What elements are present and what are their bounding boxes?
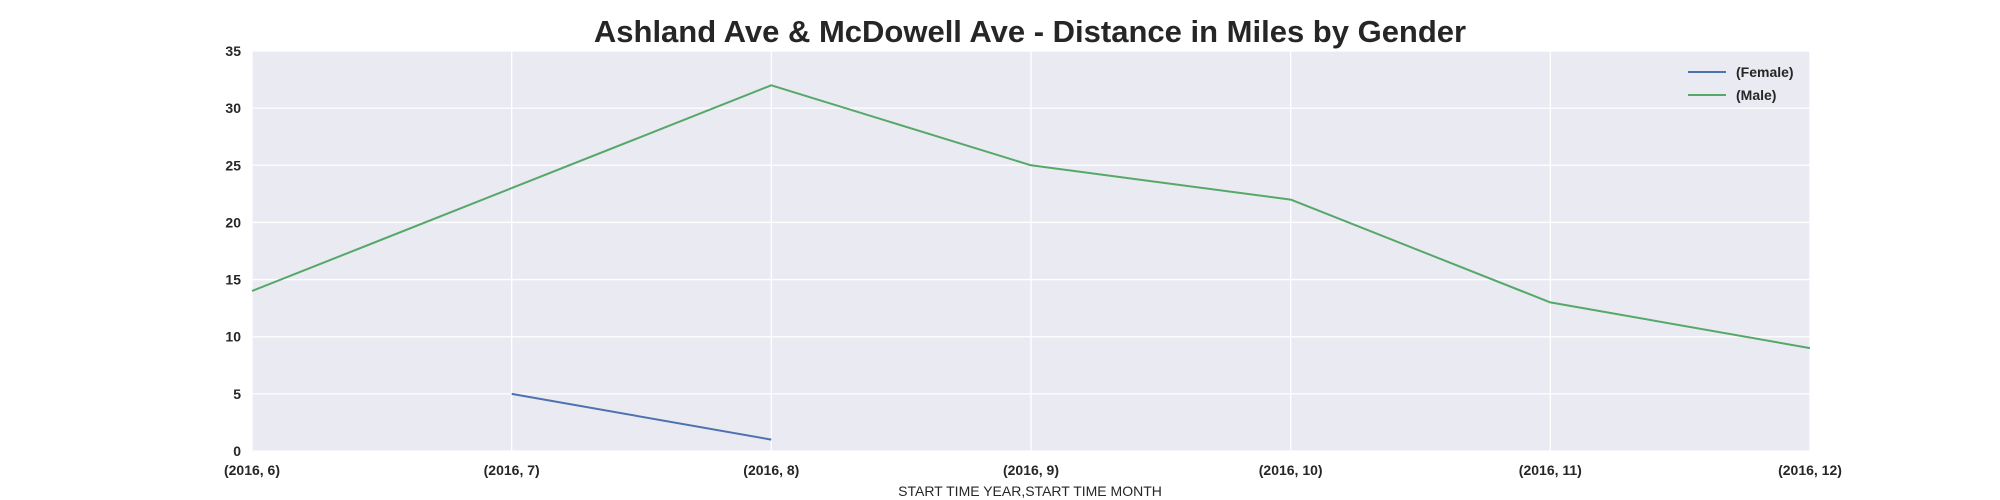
x-tick-label: (2016, 10)	[1259, 462, 1323, 478]
y-tick-label: 20	[225, 214, 241, 230]
legend-label-female: (Female)	[1736, 64, 1794, 80]
y-tick-label: 0	[233, 443, 241, 459]
y-axis: 0 5 10 15 20 25 30 35	[225, 43, 241, 459]
x-tick-label: (2016, 9)	[1003, 462, 1059, 478]
x-tick-label: (2016, 12)	[1778, 462, 1842, 478]
x-tick-label: (2016, 8)	[743, 462, 799, 478]
y-tick-label: 35	[225, 43, 241, 59]
series-line-male	[251, 84, 1811, 350]
series-lines	[251, 84, 1811, 441]
y-tick-label: 15	[225, 272, 241, 288]
gridlines	[251, 50, 1811, 452]
x-axis-label: START TIME YEAR,START TIME MONTH	[898, 483, 1162, 499]
y-tick-label: 10	[225, 329, 241, 345]
chart-title: Ashland Ave & McDowell Ave - Distance in…	[594, 14, 1466, 49]
y-tick-label: 25	[225, 157, 241, 173]
x-tick-label: (2016, 11)	[1519, 462, 1582, 478]
y-tick-label: 30	[225, 100, 241, 116]
x-axis: (2016, 6) (2016, 7) (2016, 8) (2016, 9) (201…	[224, 462, 1842, 478]
legend: (Female) (Male)	[1688, 64, 1794, 103]
y-tick-label: 5	[233, 386, 241, 402]
series-line-female	[511, 392, 772, 441]
x-tick-label: (2016, 6)	[224, 462, 280, 478]
x-tick-label: (2016, 7)	[484, 462, 540, 478]
legend-label-male: (Male)	[1736, 87, 1776, 103]
